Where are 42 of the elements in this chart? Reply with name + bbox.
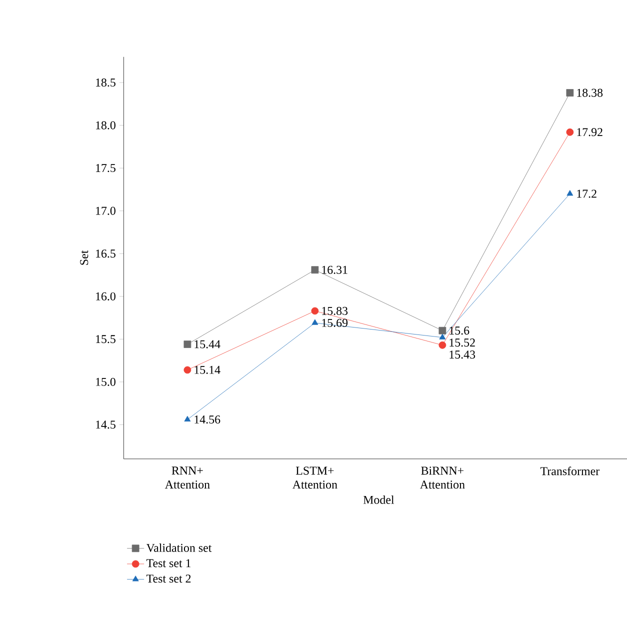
data-label: 15.14 bbox=[194, 366, 220, 374]
y-tick-label: 15.0 bbox=[96, 378, 116, 386]
point bbox=[311, 266, 319, 274]
data-label: 14.56 bbox=[194, 416, 220, 424]
data-label: 17.92 bbox=[577, 128, 602, 136]
data-label: 15.69 bbox=[322, 318, 348, 327]
x-axis-title: Model bbox=[363, 495, 394, 504]
y-tick-label: 14.5 bbox=[96, 420, 116, 429]
point bbox=[438, 341, 446, 349]
data-label: 15.43 bbox=[450, 350, 476, 359]
point bbox=[184, 366, 192, 374]
x-tick-label: Transformer bbox=[540, 466, 600, 476]
data-label: 15.83 bbox=[322, 306, 348, 315]
point bbox=[312, 319, 318, 325]
data-label: 15.52 bbox=[450, 338, 475, 347]
y-tick-label: 18.5 bbox=[96, 78, 116, 87]
y-tick-label: 15.5 bbox=[96, 335, 116, 344]
data-label: 15.6 bbox=[450, 326, 470, 335]
point bbox=[566, 89, 574, 97]
y-tick-label: 16.5 bbox=[96, 250, 116, 258]
y-tick-label: 18.0 bbox=[96, 121, 116, 130]
point bbox=[184, 340, 192, 348]
legend-label: Test set 1 bbox=[146, 559, 191, 568]
data-label: 15.44 bbox=[194, 340, 220, 348]
y-axis-title: Set bbox=[80, 250, 88, 265]
x-tick-label: RNN+ Attention bbox=[164, 466, 210, 489]
point bbox=[566, 190, 574, 196]
data-label: 18.38 bbox=[577, 88, 603, 97]
legend-label: Test set 2 bbox=[146, 574, 191, 583]
data-label: 17.2 bbox=[577, 190, 596, 198]
y-tick-label: 16.0 bbox=[96, 292, 116, 300]
point bbox=[439, 334, 446, 340]
point bbox=[184, 416, 191, 422]
y-tick-label: 17.5 bbox=[96, 164, 116, 172]
data-label: 16.31 bbox=[322, 266, 348, 274]
legend-label: Validation set bbox=[146, 543, 212, 552]
x-tick-label: BiRNN+ Attention bbox=[420, 466, 465, 489]
point bbox=[566, 128, 574, 136]
point bbox=[311, 307, 319, 315]
y-tick-label: 17.0 bbox=[96, 206, 116, 215]
x-tick-label: LSTM+ Attention bbox=[292, 466, 338, 489]
point bbox=[438, 326, 446, 334]
